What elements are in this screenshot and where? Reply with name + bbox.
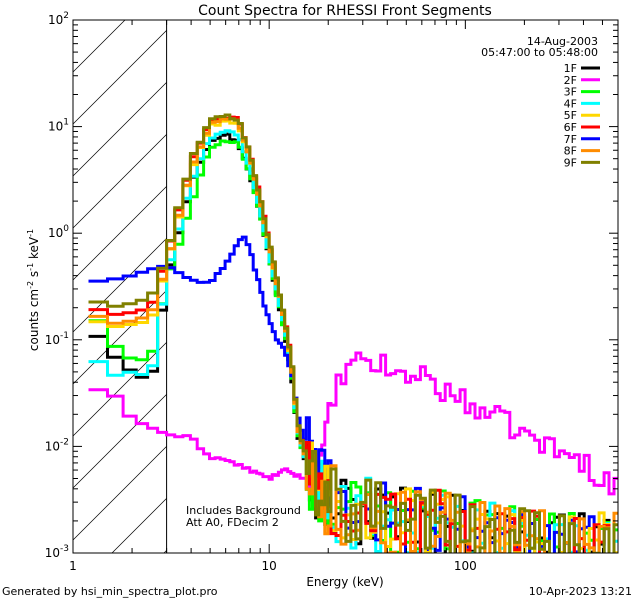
series-line-5f bbox=[88, 119, 618, 553]
series-line-9f bbox=[88, 113, 618, 553]
legend-label-4f: 4F bbox=[564, 97, 577, 110]
date-label: 14-Aug-2003 bbox=[527, 35, 598, 48]
footer-generated-by: Generated by hsi_min_spectra_plot.pro bbox=[2, 585, 218, 598]
y-tick-label: 100 bbox=[48, 224, 69, 240]
hatch-line bbox=[72, 446, 167, 541]
legend-label-7f: 7F bbox=[564, 133, 577, 146]
x-axis-label: Energy (keV) bbox=[306, 575, 383, 589]
series-line-6f bbox=[88, 115, 611, 553]
x-tick-label: 10 bbox=[262, 559, 277, 573]
y-tick-label: 10-3 bbox=[45, 544, 69, 560]
series-line-2f bbox=[88, 351, 618, 496]
hatch-line bbox=[72, 342, 167, 437]
legend-label-9f: 9F bbox=[564, 156, 577, 169]
x-tick-label: 1 bbox=[69, 559, 77, 573]
hatch-line bbox=[72, 394, 167, 489]
chart-title: Count Spectra for RHESSI Front Segments bbox=[198, 3, 492, 19]
hatch-line bbox=[72, 290, 167, 385]
plot-frame bbox=[72, 19, 619, 554]
annotation-attenuator: Att A0, FDecim 2 bbox=[186, 516, 279, 529]
hatch-line bbox=[111, 498, 167, 554]
legend-label-8f: 8F bbox=[564, 145, 577, 158]
legend-label-3f: 3F bbox=[564, 86, 577, 99]
hatch-line bbox=[72, 19, 126, 73]
time-range-label: 05:47:00 to 05:48:00 bbox=[481, 46, 598, 59]
hatch-line bbox=[72, 134, 167, 229]
footer-timestamp: 10-Apr-2023 13:21 bbox=[529, 585, 632, 598]
hatched-region bbox=[72, 19, 168, 554]
y-tick-label: 102 bbox=[48, 11, 69, 27]
axes: 1 10 100 10-3 10-2 10-1 100 101 102 bbox=[45, 11, 619, 573]
annotation-background: Includes Background bbox=[186, 504, 301, 517]
y-tick-label: 10-1 bbox=[45, 331, 69, 347]
y-tick-label: 101 bbox=[48, 118, 69, 134]
y-tick-label: 10-2 bbox=[45, 437, 69, 453]
legend-label-1f: 1F bbox=[564, 62, 577, 75]
hatch-line bbox=[72, 82, 167, 177]
x-tick-label: 100 bbox=[454, 559, 477, 573]
legend-label-5f: 5F bbox=[564, 109, 577, 122]
hatch-line bbox=[72, 30, 167, 125]
series-line-3f bbox=[88, 139, 618, 553]
series-line-4f bbox=[88, 129, 618, 553]
series-line-8f bbox=[88, 117, 618, 553]
y-axis-label: counts cm-2 s-1 keV-1 bbox=[26, 229, 41, 351]
hatch-line bbox=[72, 238, 167, 333]
legend-label-6f: 6F bbox=[564, 121, 577, 134]
series-lines bbox=[88, 113, 618, 553]
legend-label-2f: 2F bbox=[564, 74, 577, 87]
hatch-line bbox=[72, 186, 167, 281]
